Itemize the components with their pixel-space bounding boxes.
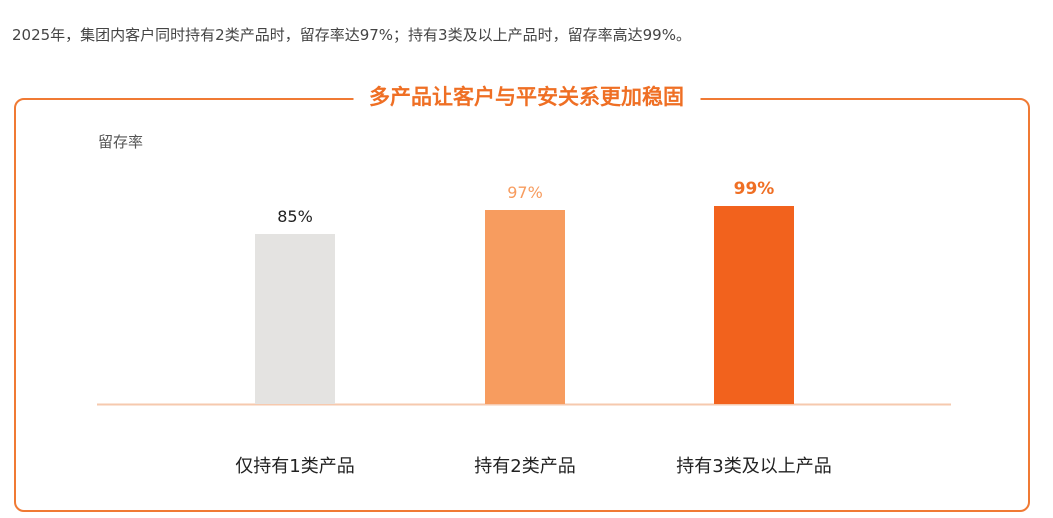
intro-text: 2025年，集团内客户同时持有2类产品时，留存率达97%；持有3类及以上产品时，…: [12, 26, 691, 44]
data-label-3: 99%: [734, 179, 775, 199]
category-label-1: 仅持有1类产品: [235, 456, 354, 477]
bar-2: [485, 210, 565, 404]
category-label-3: 持有3类及以上产品: [676, 456, 831, 477]
y-axis-title: 留存率: [98, 133, 144, 151]
chart-title: 多产品让客户与平安关系更加稳固: [353, 80, 700, 114]
data-label-1: 85%: [277, 207, 313, 226]
bar-3: [714, 206, 794, 404]
bar-1: [255, 234, 335, 404]
category-label-2: 持有2类产品: [474, 456, 575, 477]
data-label-2: 97%: [507, 183, 543, 202]
